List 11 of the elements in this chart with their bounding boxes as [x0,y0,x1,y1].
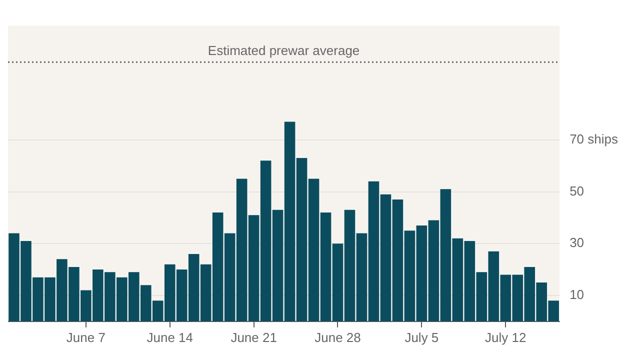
ref-line-label: Estimated prewar average [208,43,360,58]
y-tick-label: 70 ships [570,131,618,146]
y-tick-label: 30 [570,235,584,250]
x-tick-label: June 7 [66,330,106,345]
x-tick-label: June 28 [314,330,361,345]
y-tick-label: 50 [570,183,584,198]
x-tick-label: June 21 [230,330,277,345]
x-tick-label: July 5 [404,330,439,345]
x-tick-label: June 14 [146,330,194,345]
y-tick-label: 10 [570,287,584,302]
x-tick-label: July 12 [485,330,526,345]
